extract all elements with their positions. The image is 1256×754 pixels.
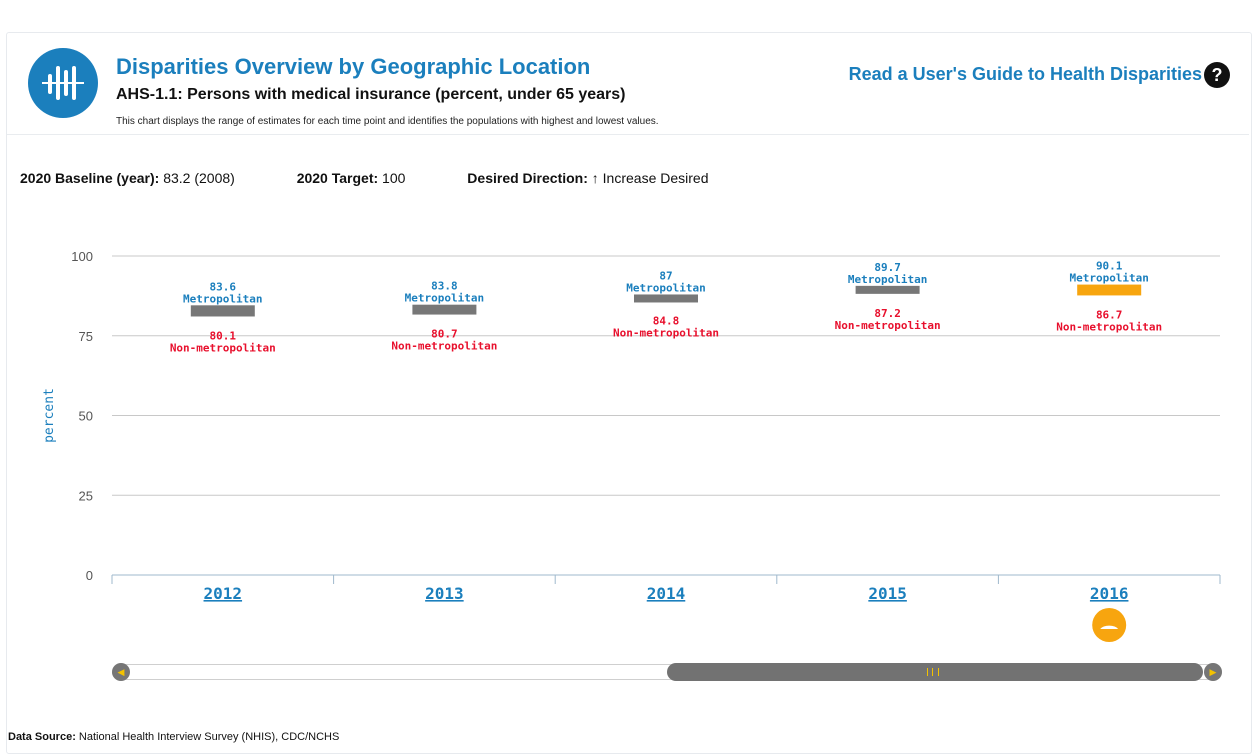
low-group-label: Non-metropolitan	[613, 326, 719, 339]
high-group-label: Metropolitan	[183, 292, 262, 305]
high-group-label: Metropolitan	[405, 292, 484, 305]
objective-stats: 2020 Baseline (year): 83.2 (2008) 2020 T…	[20, 170, 767, 186]
x-category-link[interactable]: 2015	[868, 584, 907, 603]
range-bar	[1077, 284, 1142, 296]
range-bar	[412, 304, 477, 315]
range-bar	[855, 285, 920, 294]
high-value-label: 89.7	[874, 261, 901, 274]
x-category-link[interactable]: 2014	[647, 584, 686, 603]
chart-panel	[6, 32, 1252, 754]
help-icon[interactable]: ?	[1204, 62, 1230, 88]
low-group-label: Non-metropolitan	[835, 319, 941, 332]
low-group-label: Non-metropolitan	[1056, 320, 1162, 333]
direction-value: ↑ Increase Desired	[591, 170, 709, 186]
y-tick-label: 0	[86, 568, 93, 583]
chart-scrollbar[interactable]: ◀ ▶	[112, 662, 1222, 682]
range-bar	[634, 294, 698, 303]
objective-title: AHS-1.1: Persons with medical insurance …	[116, 86, 626, 103]
grip-icon	[927, 668, 939, 676]
y-tick-label: 75	[79, 329, 93, 344]
chart-description: This chart displays the range of estimat…	[116, 116, 659, 127]
disparities-logo-icon	[28, 48, 98, 118]
high-group-label: Metropolitan	[1069, 272, 1148, 285]
low-value-label: 80.7	[431, 328, 458, 341]
high-group-label: Metropolitan	[626, 281, 705, 294]
target-value: 100	[382, 170, 406, 186]
x-category-link[interactable]: 2016	[1090, 584, 1129, 603]
range-chart: 0255075100percent83.6Metropolitan80.1Non…	[42, 249, 1221, 642]
direction-stat: Desired Direction: ↑ Increase Desired	[467, 170, 708, 186]
low-group-label: Non-metropolitan	[391, 340, 497, 353]
high-value-label: 83.6	[210, 280, 237, 293]
x-category-link[interactable]: 2012	[204, 584, 243, 603]
baseline-label: 2020 Baseline (year):	[20, 170, 160, 186]
high-value-label: 90.1	[1096, 260, 1123, 273]
y-tick-label: 25	[79, 488, 93, 503]
low-value-label: 80.1	[210, 329, 237, 342]
bars-icon	[42, 66, 84, 100]
y-axis-title: percent	[42, 388, 57, 443]
scroll-right-arrow-icon[interactable]: ▶	[1204, 663, 1222, 681]
source-label: Data Source:	[8, 731, 76, 743]
direction-label: Desired Direction:	[467, 170, 588, 186]
range-bar	[190, 305, 255, 317]
high-value-label: 87	[659, 269, 672, 282]
low-value-label: 84.8	[653, 314, 680, 327]
scroll-left-arrow-icon[interactable]: ◀	[112, 663, 130, 681]
target-label: 2020 Target:	[296, 170, 379, 186]
low-value-label: 87.2	[874, 307, 901, 320]
y-tick-label: 100	[71, 249, 93, 264]
page-title: Disparities Overview by Geographic Locat…	[116, 54, 591, 79]
users-guide-link[interactable]: Read a User's Guide to Health Disparitie…	[848, 64, 1202, 84]
x-category-link[interactable]: 2013	[425, 584, 464, 603]
data-source: Data Source: National Health Interview S…	[8, 731, 339, 743]
y-tick-label: 50	[79, 409, 93, 424]
low-group-label: Non-metropolitan	[170, 341, 276, 354]
baseline-stat: 2020 Baseline (year): 83.2 (2008)	[20, 170, 235, 186]
high-value-label: 83.8	[431, 280, 458, 293]
high-group-label: Metropolitan	[848, 273, 927, 286]
baseline-value: 83.2 (2008)	[163, 170, 235, 186]
trend-indicator-glyph	[1100, 625, 1119, 629]
header-divider	[7, 134, 1249, 135]
target-stat: 2020 Target: 100	[297, 170, 406, 186]
trend-indicator-icon	[1092, 608, 1127, 642]
source-value: National Health Interview Survey (NHIS),…	[78, 731, 340, 743]
low-value-label: 86.7	[1096, 308, 1123, 321]
scrollbar-thumb[interactable]	[667, 663, 1203, 681]
